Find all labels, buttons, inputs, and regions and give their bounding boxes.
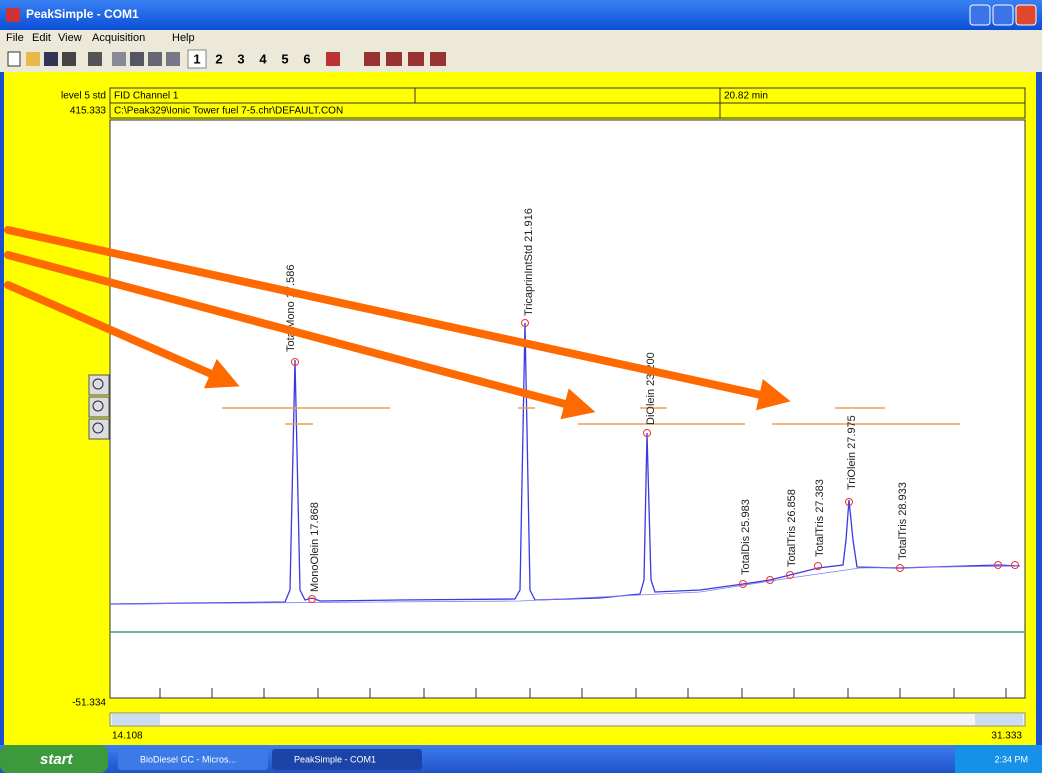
peak-markers [291, 319, 1019, 603]
x-ticks [159, 688, 1007, 698]
channel-button[interactable]: 5 [281, 51, 288, 66]
app-icon [6, 8, 20, 22]
header-grid [109, 87, 1026, 119]
close[interactable] [1015, 4, 1037, 26]
menu-item[interactable]: Acquisition [92, 32, 145, 44]
peak-label: TotalDis 25.983 [740, 499, 752, 575]
level-label: level 5 std [61, 91, 106, 102]
tray [955, 745, 1042, 773]
x-end: 31.333 [991, 731, 1022, 742]
window-border [0, 72, 4, 745]
y-max: 415.333 [70, 106, 107, 117]
peak-label: TriOlein 27.975 [846, 415, 858, 490]
menu-item[interactable]: File [6, 32, 24, 44]
zoom-buttons[interactable] [88, 374, 110, 440]
integration-windows [222, 407, 960, 425]
channel-button[interactable]: 4 [259, 51, 267, 66]
peak-label: TotalTris 28.933 [897, 482, 909, 560]
window-title: PeakSimple - COM1 [26, 7, 139, 21]
channel-selected[interactable] [187, 49, 207, 69]
channel-button[interactable]: 6 [303, 51, 310, 66]
menu-item[interactable]: Edit [32, 32, 51, 44]
annotation-arrows [4, 226, 791, 420]
channel-name: FID Channel 1 [114, 91, 179, 102]
clock: 2:34 PM [994, 754, 1028, 764]
scroll-buttons[interactable] [112, 714, 160, 725]
chromatogram-trace [109, 322, 1021, 605]
peak-label: TotalTris 26.858 [786, 489, 798, 567]
task-label[interactable]: BioDiesel GC - Micros... [140, 754, 236, 764]
peak-label: MonoOlein 17.868 [309, 502, 321, 592]
peak-label: TotalTris 27.383 [814, 479, 826, 557]
task-label[interactable]: PeakSimple - COM1 [294, 754, 376, 764]
title-bar [0, 0, 1042, 30]
scrollbar[interactable] [109, 712, 1026, 727]
channel-button[interactable]: 1 [193, 51, 200, 66]
plot-area [109, 119, 1026, 699]
y-min: -51.334 [72, 698, 106, 709]
file-path: C:\Peak329\Ionic Tower fuel 7-5.chr\DEFA… [114, 106, 343, 117]
maximize[interactable] [992, 4, 1014, 26]
minimize[interactable] [969, 4, 991, 26]
task-button[interactable] [118, 749, 268, 770]
task-button[interactable] [272, 749, 422, 770]
menu-item[interactable]: Help [172, 32, 195, 44]
start-button[interactable] [0, 745, 108, 773]
channel-button[interactable]: 2 [215, 51, 222, 66]
x-start: 14.108 [112, 731, 143, 742]
peak-label: DiOlein 23.200 [645, 352, 657, 425]
menu-bar [0, 30, 1042, 46]
start-label[interactable]: start [40, 751, 74, 768]
baseline [109, 565, 1021, 605]
peak-label: TotalMono 17.586 [285, 265, 297, 352]
channel-button[interactable]: 3 [237, 51, 244, 66]
menu-item[interactable]: View [58, 32, 82, 44]
toolbar-icons [7, 51, 446, 67]
window-border [1036, 72, 1042, 745]
peak-label: TricaprinIntStd 21.916 [523, 208, 535, 316]
run-time: 20.82 min [724, 91, 768, 102]
scroll-buttons[interactable] [975, 714, 1023, 725]
